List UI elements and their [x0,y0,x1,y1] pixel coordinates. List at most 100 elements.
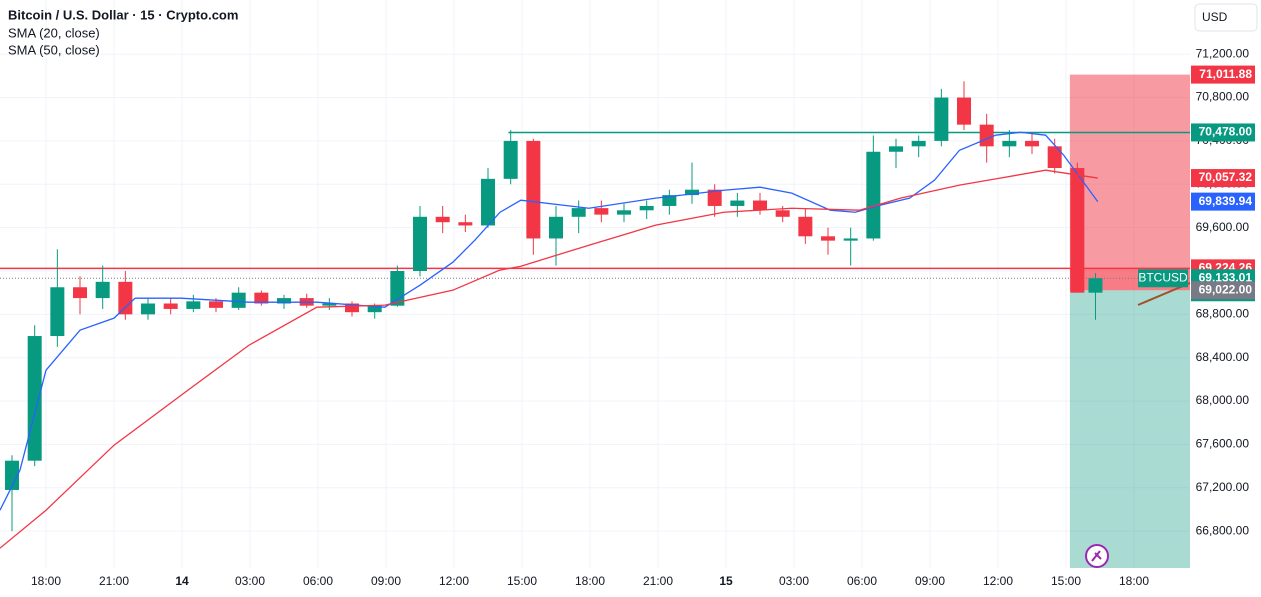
x-tick-label: 03:00 [235,574,265,588]
axes: 66,800.00 67,200.00 67,600.00 68,000.00 68,4… [31,46,1255,588]
price-label: 69,133.01 [1199,270,1253,284]
y-tick-label: 68,400.00 [1196,350,1250,364]
price-label: 70,057.32 [1199,170,1253,184]
candle-body [526,140,541,239]
candle-body [798,216,813,237]
price-label: 71,011.88 [1199,67,1252,81]
candle-body [141,303,156,315]
symbol-tag: BTCUSD [1138,270,1188,284]
candle-body [435,216,450,223]
candle-body [27,336,42,461]
candle-body [639,205,654,211]
price-label-bg [1191,169,1255,188]
candle-body [118,281,133,315]
candle-body [889,146,904,152]
candle-body [1088,278,1103,293]
candle-body [617,210,632,215]
y-tick-label: 67,200.00 [1196,480,1250,494]
candle-body [413,216,428,271]
candle-body [73,287,88,299]
x-tick-label: 21:00 [99,574,129,588]
target-zone [1069,290,1190,568]
plot [0,81,1103,549]
price-label-bg [1191,123,1255,142]
candle-body [367,305,382,313]
x-tick-label: 18:00 [31,574,61,588]
candle-body [866,151,881,239]
x-tick-label: 18:00 [1119,574,1149,588]
candle-body [254,292,269,304]
candle-body [231,292,246,308]
candle-body [775,210,790,217]
y-tick-label: 67,600.00 [1196,437,1250,451]
candle-body [1047,146,1062,169]
candle-body [503,140,518,179]
candle-body [730,200,745,206]
x-tick-label: 09:00 [371,574,401,588]
candle-body [345,303,360,313]
candle-body [685,189,700,196]
x-tick-label: 18:00 [575,574,605,588]
price-label-bg [1191,192,1255,211]
legend-entry: SMA (50, close) [8,42,100,57]
candle-body [390,270,405,306]
candle-body [163,303,178,309]
candle-body [843,238,858,241]
candle-body [957,97,972,125]
candle-body [1070,168,1085,293]
candle-body [911,140,926,147]
x-tick-label: 14 [175,574,189,588]
symbol-tag-bg [1138,269,1188,288]
candle-body [662,195,677,206]
legend-entry: SMA (20, close) [8,25,100,40]
background [0,0,1191,568]
icon-glyph[interactable] [1091,550,1102,562]
y-tick-label: 68,800.00 [1196,307,1250,321]
candle-body [979,124,994,147]
candle-body [50,287,65,337]
candle-body [5,460,20,490]
sma-line [0,169,1098,549]
sma-line [0,131,1099,511]
currency-label[interactable]: USD [1202,10,1228,24]
y-tick-label: 69,600.00 [1196,220,1250,234]
candle-body [458,222,473,226]
candle-body [186,301,201,309]
candle-body [1002,140,1017,147]
candle-body [95,281,110,299]
x-tick-label: 09:00 [915,574,945,588]
price-label-bg [1191,65,1255,84]
candle-body [481,178,496,226]
y-tick-label: 71,200.00 [1196,46,1250,60]
x-tick-label: 12:00 [439,574,469,588]
candle-body [549,216,564,239]
x-tick-label: 15:00 [507,574,537,588]
x-tick-label: 15:00 [1051,574,1081,588]
candle-body [753,200,768,211]
assistant-icon[interactable] [1085,544,1109,568]
candle-body [322,303,337,306]
y-tick-label: 66,800.00 [1196,523,1250,537]
x-tick-label: 12:00 [983,574,1013,588]
chart-title: Bitcoin / U.S. Dollar · 15 · Crypto.com [8,7,238,22]
candle-body [821,236,836,241]
y-tick-label: 68,000.00 [1196,393,1250,407]
x-tick-label: 21:00 [643,574,673,588]
currency-button[interactable] [1194,3,1258,32]
x-tick-label: 03:00 [779,574,809,588]
x-tick-label: 06:00 [847,574,877,588]
candle-body [209,301,224,308]
x-tick-label: 15 [719,574,733,588]
candle-body [1025,140,1040,147]
price-label-bg [1191,281,1255,300]
stop-zone [1069,74,1190,269]
candle-body [594,208,609,215]
y-tick-label: 70,800.00 [1196,90,1250,104]
candle-body [571,208,586,217]
candle-body [934,97,949,141]
candle-body [707,189,722,206]
price-label: 69,022.00 [1199,282,1253,296]
candle-body [277,298,292,304]
